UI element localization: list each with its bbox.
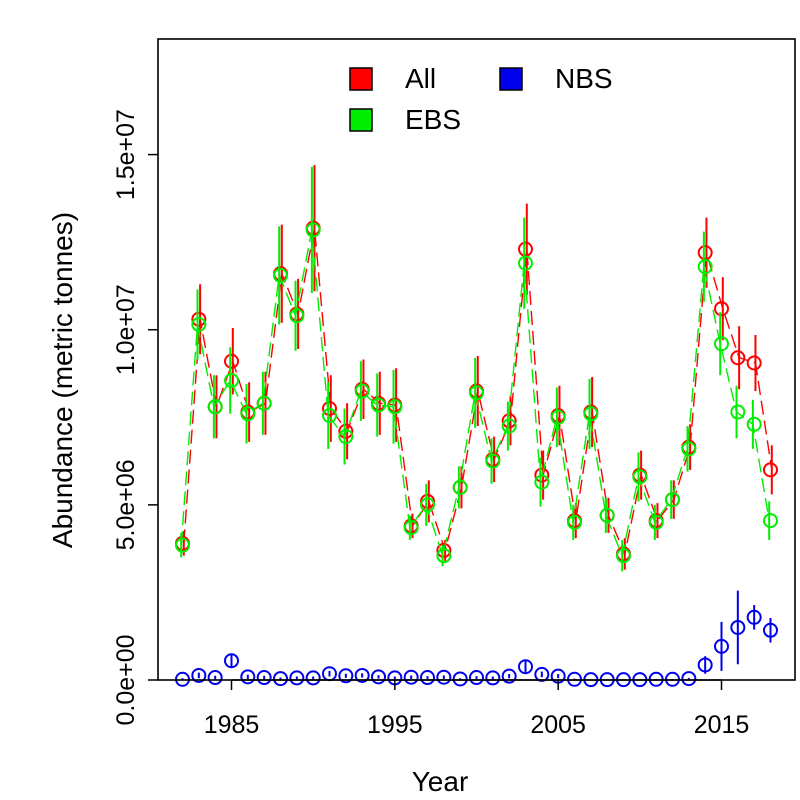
data-point-ebs [403,520,419,536]
data-point-ebs [322,408,337,424]
legend: All EBS NBS [349,63,613,135]
data-point-all [714,301,729,317]
data-point-nbs [534,666,550,682]
data-point-ebs [240,406,256,422]
data-point-ebs [599,507,615,523]
series-layer [175,165,778,688]
x-tick-label: 1985 [204,711,260,739]
data-point-nbs [436,669,452,685]
data-point-ebs [583,406,599,422]
data-point-ebs [256,395,272,411]
y-tick-label: 1.5e+07 [112,109,140,200]
data-point-ebs [452,479,468,495]
data-point-nbs [681,671,697,687]
data-point-nbs [452,671,468,687]
data-point-all [730,350,746,366]
data-point-nbs [518,659,533,675]
y-axis: 0.0e+00 5.0e+06 1.0e+07 1.5e+07 [112,109,158,726]
legend-swatch-all [349,67,373,91]
legend-label-all: All [405,63,436,94]
data-point-ebs [518,255,533,271]
data-point-ebs [338,429,354,445]
data-point-ebs [665,492,680,508]
data-point-nbs [224,653,239,669]
data-point-ebs [420,497,435,513]
data-point-nbs [354,667,370,683]
data-point-all [224,353,239,369]
legend-swatch-nbs [499,67,523,91]
series-nbs [175,590,778,688]
data-point-ebs [354,383,370,399]
data-point-ebs [697,259,713,275]
data-point-all [191,311,207,327]
data-point-nbs [730,619,746,635]
data-point-ebs [485,453,501,469]
data-point-all [518,241,533,257]
data-point-nbs [256,670,272,686]
data-point-ebs [550,409,566,425]
data-point-ebs [534,474,550,490]
data-point-ebs [681,441,697,457]
data-point-ebs [191,316,207,332]
data-point-nbs [469,670,484,686]
data-point-nbs [371,669,386,685]
data-point-all [338,423,354,439]
data-point-nbs [485,670,501,686]
data-point-ebs [371,397,386,413]
data-point-ebs [305,222,321,238]
data-point-ebs [746,416,762,432]
data-point-all [436,542,452,558]
data-point-ebs [436,548,452,564]
legend-swatch-ebs [349,108,373,132]
data-point-nbs [697,657,713,673]
data-point-all [534,467,550,483]
data-point-ebs [616,548,631,564]
data-point-ebs [763,513,778,529]
legend-label-nbs: NBS [555,63,613,94]
data-point-nbs [420,670,435,686]
data-point-ebs [501,418,517,434]
y-tick-label: 1.0e+07 [112,284,140,375]
x-tick-label: 2005 [530,711,586,739]
data-point-ebs [469,385,484,401]
x-axis-label: Year [412,766,469,797]
x-tick-label: 2015 [694,711,750,739]
x-axis: 1985 1995 2005 2015 [204,679,750,739]
data-point-nbs [746,609,762,625]
data-point-nbs [240,669,256,685]
data-point-nbs [207,670,223,686]
legend-label-ebs: EBS [405,104,461,135]
y-axis-label: Abundance (metric tonnes) [47,212,78,548]
data-point-nbs [501,668,517,684]
data-point-ebs [632,469,648,485]
data-point-nbs [191,667,207,683]
data-point-nbs [273,671,288,687]
data-point-nbs [763,622,778,638]
data-point-ebs [730,404,746,420]
data-point-ebs [289,308,305,324]
data-point-ebs [648,514,664,530]
x-tick-label: 1995 [367,711,423,739]
data-point-nbs [289,670,305,686]
data-point-all [697,245,713,261]
series-ebs [175,166,778,572]
data-point-all [746,355,762,371]
data-point-nbs [338,668,354,684]
data-point-nbs [714,638,729,654]
data-point-nbs [305,670,321,686]
data-point-ebs [175,537,190,553]
data-point-all [322,401,337,417]
data-point-all [763,462,778,478]
data-point-ebs [387,399,403,415]
data-point-ebs [714,336,729,352]
data-point-ebs [273,267,288,283]
data-point-ebs [224,373,239,389]
data-point-nbs [403,669,419,685]
y-tick-label: 5.0e+06 [112,459,140,550]
y-tick-label: 0.0e+00 [112,634,140,725]
data-point-ebs [567,514,582,530]
data-point-ebs [207,399,223,415]
